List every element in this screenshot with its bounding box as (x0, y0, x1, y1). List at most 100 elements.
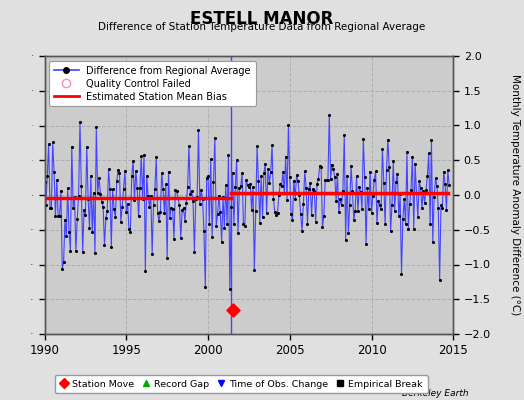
Point (352, 173, 361, 179)
Point (51, 213, 60, 220)
Point (320, 213, 328, 220)
Point (115, 169, 124, 176)
Point (40, 178, 49, 185)
Point (45, 141, 53, 148)
Point (174, 195, 182, 202)
Point (79, 249, 87, 255)
Point (351, 208, 359, 214)
Point (99, 204, 107, 210)
Point (166, 215, 174, 221)
Point (361, 174, 369, 180)
Point (372, 168, 380, 174)
Point (216, 209, 224, 216)
Point (321, 177, 330, 183)
Point (77, 183, 85, 189)
Point (57, 188, 65, 194)
Point (393, 170, 401, 177)
Point (429, 238, 437, 245)
Point (290, 178, 298, 184)
Point (227, 204, 235, 211)
Point (392, 179, 400, 185)
Point (42, 201, 50, 208)
Point (205, 220, 214, 227)
Point (411, 161, 419, 167)
Point (276, 181, 285, 188)
Point (373, 220, 381, 226)
Point (202, 174, 211, 181)
Point (127, 173, 136, 179)
Point (333, 171, 342, 177)
Point (292, 172, 301, 178)
Point (306, 180, 314, 186)
Point (155, 218, 163, 224)
Point (283, 196, 291, 203)
Point (111, 214, 119, 220)
Point (299, 201, 308, 207)
Point (165, 168, 173, 175)
Point (358, 206, 366, 212)
Point (424, 150, 433, 156)
Point (197, 187, 205, 193)
Y-axis label: Monthly Temperature Anomaly Difference (°C): Monthly Temperature Anomaly Difference (… (510, 74, 520, 316)
Point (66, 247, 74, 254)
Point (188, 188, 196, 194)
Point (69, 204, 78, 211)
Point (73, 216, 81, 222)
Point (374, 198, 383, 204)
Point (337, 202, 346, 208)
Point (336, 196, 344, 202)
Point (106, 186, 114, 192)
Point (420, 199, 429, 206)
Point (400, 196, 408, 202)
Point (119, 186, 128, 192)
Point (50, 168, 58, 175)
Point (438, 204, 446, 211)
Point (74, 192, 83, 199)
Text: Difference of Station Temperature Data from Regional Average: Difference of Station Temperature Data f… (99, 22, 425, 32)
Point (444, 167, 452, 174)
Point (265, 179, 274, 186)
Point (434, 205, 442, 212)
Point (62, 233, 71, 239)
Point (219, 193, 227, 200)
Point (363, 185, 372, 192)
Point (192, 196, 200, 202)
Point (324, 177, 332, 183)
Point (49, 139, 57, 146)
Point (231, 184, 239, 190)
Point (417, 185, 425, 191)
Point (329, 166, 337, 172)
Point (223, 221, 231, 227)
Point (134, 213, 143, 220)
Point (185, 143, 193, 149)
Point (381, 221, 389, 228)
Point (313, 181, 321, 187)
Point (401, 221, 410, 227)
Point (200, 228, 208, 234)
Point (46, 205, 54, 211)
Point (297, 211, 305, 217)
Point (136, 185, 144, 192)
Point (247, 207, 256, 213)
Point (107, 244, 115, 251)
Point (280, 189, 289, 196)
Point (370, 177, 378, 184)
Point (170, 236, 178, 242)
Point (224, 152, 233, 158)
Point (426, 221, 434, 227)
Point (152, 154, 160, 160)
Point (147, 193, 155, 199)
Point (308, 212, 316, 218)
Point (195, 201, 204, 207)
Point (212, 223, 221, 229)
Point (213, 211, 222, 218)
Point (125, 226, 133, 232)
Point (376, 202, 384, 208)
Point (288, 216, 297, 223)
Point (246, 181, 255, 188)
Point (161, 181, 170, 188)
Point (140, 152, 148, 158)
Point (54, 213, 62, 220)
Point (326, 176, 335, 182)
Point (243, 182, 252, 189)
